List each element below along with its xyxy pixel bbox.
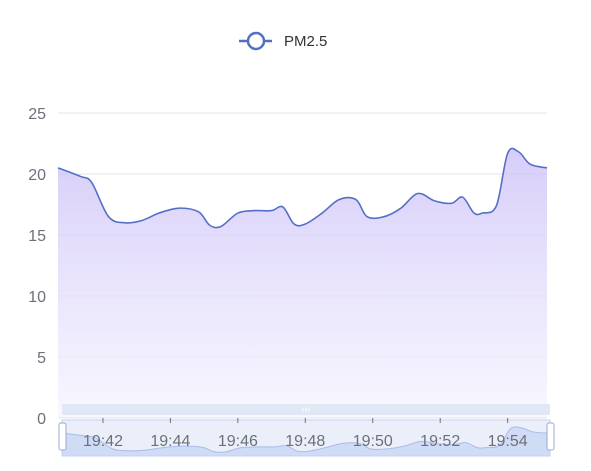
data-point[interactable] [139,217,145,223]
y-tick-label: 0 [37,411,46,428]
y-tick-label: 10 [28,289,46,306]
y-tick-label: 15 [28,228,46,245]
series-area [55,147,550,419]
data-point[interactable] [106,214,112,220]
data-point[interactable] [302,221,308,227]
data-point[interactable] [364,214,370,220]
slider-right-handle[interactable] [546,422,555,451]
data-point[interactable] [89,180,95,186]
series-area-fill [58,148,547,418]
data-point[interactable] [471,210,477,216]
data-point[interactable] [176,205,182,211]
data-point[interactable] [398,205,404,211]
data-point[interactable] [269,208,275,214]
data-point[interactable] [122,220,128,226]
data-point[interactable] [218,223,224,229]
data-point[interactable] [291,221,297,227]
x-tick-label: 19:42 [83,433,123,450]
data-point[interactable] [516,149,522,155]
y-axis-labels: 0 5 10 15 20 25 [28,106,46,428]
slider-grip-mark [308,407,310,412]
data-point[interactable] [432,198,438,204]
y-tick-label: 5 [37,350,46,367]
data-point[interactable] [280,204,286,210]
legend[interactable]: PM2.5 [239,31,327,51]
data-point[interactable] [252,208,258,214]
slider-grip-mark [302,407,304,412]
data-point[interactable] [55,165,61,171]
data-point[interactable] [479,210,485,216]
data-point[interactable] [353,197,359,203]
data-point[interactable] [415,191,421,197]
data-point[interactable] [505,150,511,156]
data-zoom-slider[interactable] [58,404,555,457]
data-point[interactable] [336,197,342,203]
x-tick-label: 19:54 [488,433,528,450]
x-tick-label: 19:48 [285,433,325,450]
data-point[interactable] [319,210,325,216]
y-tick-label: 20 [28,167,46,184]
x-tick-label: 19:50 [353,433,393,450]
slider-preview-area [62,426,550,456]
slider-grip-mark [305,407,307,412]
data-point[interactable] [493,203,499,209]
series-line[interactable] [57,147,548,229]
data-point[interactable] [196,209,202,215]
x-tick-label: 19:44 [150,433,190,450]
slider-preview-line [62,426,550,453]
data-point[interactable] [77,173,83,179]
data-point[interactable] [207,222,213,228]
x-tick-label: 19:52 [420,433,460,450]
data-point[interactable] [235,210,241,216]
legend-circle-icon [246,31,266,51]
x-axis-labels: 19:42 19:44 19:46 19:48 19:50 19:52 19:54 [83,418,528,450]
data-point[interactable] [544,165,550,171]
x-tick-label: 19:46 [218,433,258,450]
data-point[interactable] [460,194,466,200]
data-point[interactable] [156,210,162,216]
data-point[interactable] [448,200,454,206]
slider-left-handle[interactable] [58,422,67,451]
legend-label: PM2.5 [284,33,327,50]
data-point[interactable] [527,161,533,167]
y-tick-label: 25 [28,106,46,123]
data-point[interactable] [381,214,387,220]
